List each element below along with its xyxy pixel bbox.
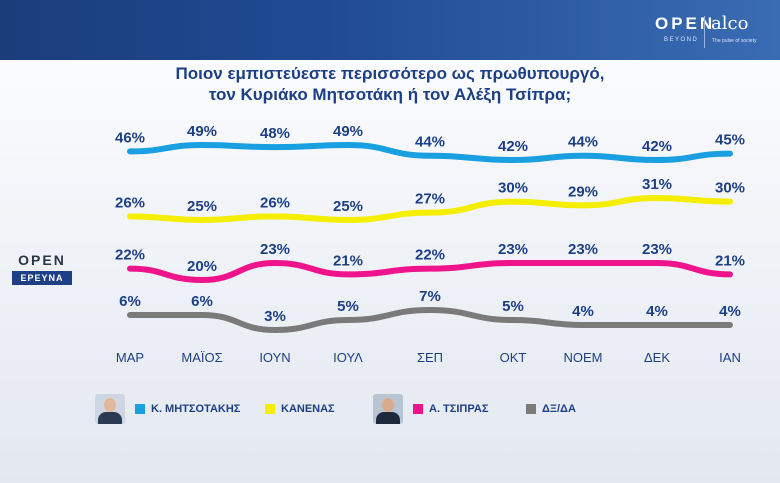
data-label-s3-5: 5% [502, 298, 524, 315]
chart-title-line-2: τον Κυριάκο Μητσοτάκη ή τον Αλέξη Τσίπρα… [208, 85, 572, 104]
data-label-s0-2: 48% [260, 125, 290, 142]
legend-swatch-tsipras [413, 404, 423, 414]
data-label-s0-1: 49% [187, 123, 217, 140]
data-label-s0-7: 42% [642, 138, 672, 155]
open-erevna-logo: OPEN ΕΡΕΥΝΑ [12, 252, 72, 285]
data-label-s3-3: 5% [337, 298, 359, 315]
data-label-s1-1: 25% [187, 198, 217, 215]
data-label-s2-7: 23% [642, 241, 672, 258]
data-label-s1-0: 26% [115, 194, 145, 211]
data-label-s2-3: 21% [333, 252, 363, 269]
data-label-s1-3: 25% [333, 198, 363, 215]
x-tick-label-3: ΙΟΥΛ [333, 350, 363, 365]
data-label-s0-6: 44% [568, 134, 598, 151]
series-line-0 [127, 141, 733, 164]
side-open-text: OPEN [18, 252, 66, 268]
legend-group-dkda: ΔΞ/ΔΑ [526, 395, 576, 423]
legend-group-tsipras: Α. ΤΣΙΠΡΑΣ [373, 394, 489, 424]
legend-label-dkda: ΔΞ/ΔΑ [542, 403, 576, 415]
data-label-s1-8: 30% [715, 180, 745, 197]
data-label-s0-8: 45% [715, 132, 745, 149]
data-label-s3-4: 7% [419, 288, 441, 305]
data-label-s2-2: 23% [260, 241, 290, 258]
data-label-s2-8: 21% [715, 252, 745, 269]
legend-label-tsipras: Α. ΤΣΙΠΡΑΣ [429, 403, 489, 415]
header-bar: OPEN BEYOND alco The pulse of society [0, 0, 780, 60]
alco-tagline: The pulse of society [712, 38, 757, 44]
x-tick-label-7: ΔΕΚ [644, 350, 670, 365]
data-label-s2-4: 22% [415, 247, 445, 264]
tsipras-photo [373, 394, 403, 424]
data-label-s0-4: 44% [415, 134, 445, 151]
data-label-s1-2: 26% [260, 194, 290, 211]
data-label-s0-5: 42% [498, 138, 528, 155]
data-label-s3-1: 6% [191, 293, 213, 310]
series-line-1 [127, 194, 733, 224]
data-label-s1-4: 27% [415, 191, 445, 208]
data-label-s0-3: 49% [333, 123, 363, 140]
data-label-s2-6: 23% [568, 241, 598, 258]
data-label-s1-7: 31% [642, 176, 672, 193]
data-label-s0-0: 46% [115, 129, 145, 146]
x-tick-label-0: ΜΑΡ [116, 350, 144, 365]
legend-label-mitsotakis: Κ. ΜΗΤΣΟΤΑΚΗΣ [151, 403, 241, 415]
data-label-s2-0: 22% [115, 247, 145, 264]
data-label-s1-6: 29% [568, 183, 598, 200]
x-tick-label-8: ΙΑΝ [719, 350, 741, 365]
x-tick-label-2: ΙΟΥΝ [259, 350, 290, 365]
data-label-s2-1: 20% [187, 258, 217, 275]
open-beyond-logo: BEYOND [664, 37, 699, 43]
open-logo: OPEN [655, 14, 716, 33]
legend-swatch-mitsotakis [135, 404, 145, 414]
legend-swatch-dkda [526, 404, 536, 414]
series-line-3 [127, 306, 733, 334]
x-tick-label-5: ΟΚΤ [500, 350, 527, 365]
x-tick-label-4: ΣΕΠ [417, 350, 443, 365]
data-label-s1-5: 30% [498, 180, 528, 197]
chart-title: Ποιον εμπιστεύεστε περισσότερο ως πρωθυπ… [0, 63, 780, 105]
mitsotakis-photo [95, 394, 125, 424]
chart-title-line-1: Ποιον εμπιστεύεστε περισσότερο ως πρωθυπ… [175, 64, 605, 83]
legend-swatch-kanenas [265, 404, 275, 414]
alco-logo: alco [711, 13, 749, 34]
data-label-s3-6: 4% [572, 303, 594, 320]
x-tick-label-6: ΝΟΕΜ [564, 350, 603, 365]
side-erevna-text: ΕΡΕΥΝΑ [12, 271, 72, 285]
legend-group-mitsotakis: Κ. ΜΗΤΣΟΤΑΚΗΣ [95, 394, 241, 424]
legend-group-kanenas: ΚΑΝΕΝΑΣ [265, 395, 335, 423]
series-line-2 [127, 259, 733, 284]
legend-label-kanenas: ΚΑΝΕΝΑΣ [281, 403, 335, 415]
data-label-s3-0: 6% [119, 293, 141, 310]
data-label-s3-8: 4% [719, 303, 741, 320]
data-label-s2-5: 23% [498, 241, 528, 258]
data-label-s3-2: 3% [264, 308, 286, 325]
logo-divider [704, 16, 705, 48]
x-tick-label-1: ΜΑΪΟΣ [181, 350, 222, 365]
data-label-s3-7: 4% [646, 303, 668, 320]
